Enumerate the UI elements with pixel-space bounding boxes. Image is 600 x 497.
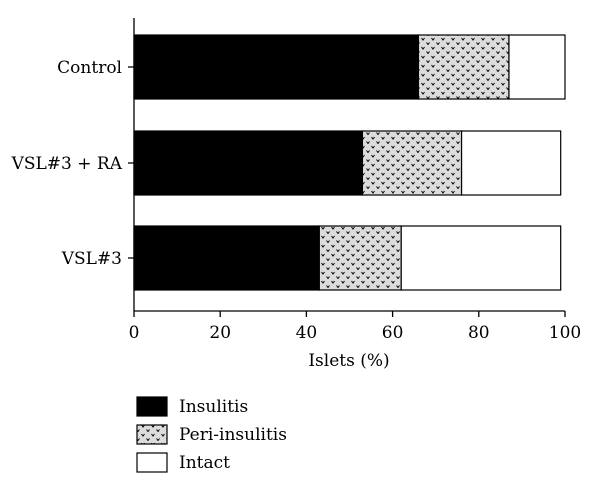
- bar-vsl-3-ra-peri-insulitis: [361, 130, 463, 196]
- legend-swatch-peri-insulitis: [136, 424, 168, 445]
- legend-label-insulitis: Insulitis: [179, 397, 248, 417]
- bar-control-peri-insulitis: [417, 34, 510, 100]
- x-tick-label-40: 40: [296, 323, 318, 343]
- legend-label-peri-insulitis: Peri-insulitis: [179, 425, 287, 445]
- bar-control-intact: [508, 34, 566, 100]
- labels-group: Islets (%): [308, 351, 389, 371]
- legend-swatch-insulitis: [136, 396, 168, 417]
- x-axis-title: Islets (%): [308, 351, 389, 371]
- x-tick-label-100: 100: [549, 323, 581, 343]
- bar-vsl-3-ra-intact: [460, 130, 562, 196]
- bar-control-insulitis: [133, 34, 420, 100]
- legend: Insulitis Peri-insulitis Intact: [136, 396, 287, 473]
- axes-group: Control VSL#3 + RA VSL#3 0 20 40 60 80 100: [11, 18, 581, 343]
- x-tick-label-20: 20: [209, 323, 231, 343]
- y-tick-label-vsl-3-ra: VSL#3 + RA: [11, 154, 123, 174]
- bar-vsl-3-insulitis: [133, 225, 320, 291]
- bar-vsl-3-peri-insulitis: [318, 225, 402, 291]
- x-tick-label-80: 80: [468, 323, 490, 343]
- y-tick-label-control: Control: [57, 58, 122, 78]
- bars-group: [133, 34, 566, 291]
- bar-vsl-3-intact: [400, 225, 562, 291]
- legend-swatch-intact: [136, 452, 168, 473]
- bar-vsl-3-ra-insulitis: [133, 130, 364, 196]
- legend-label-intact: Intact: [179, 453, 230, 473]
- x-tick-label-60: 60: [382, 323, 404, 343]
- x-tick-label-0: 0: [129, 323, 140, 343]
- y-tick-label-vsl-3: VSL#3: [61, 249, 122, 269]
